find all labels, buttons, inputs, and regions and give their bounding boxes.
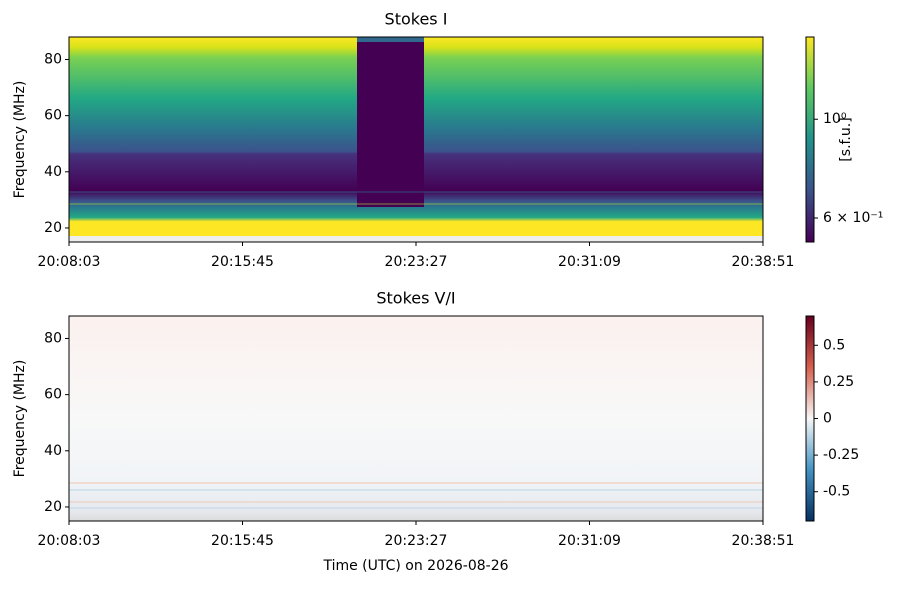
x-tick-label: 20:38:51 [732, 254, 795, 270]
y-tick-label: 20 [44, 499, 62, 515]
x-tick-label: 20:31:09 [558, 254, 621, 270]
x-tick-label: 20:15:45 [211, 254, 274, 270]
colorbar [805, 36, 815, 243]
y-tick-label: 20 [44, 220, 62, 236]
x-tick-label: 20:08:03 [38, 533, 101, 549]
colorbar-label: [s.f.u.] [838, 117, 854, 161]
x-tick-label: 20:23:27 [385, 254, 448, 270]
y-tick-label: 40 [44, 443, 62, 459]
y-tick-label: 60 [44, 387, 62, 403]
x-tick-label: 20:08:03 [38, 254, 101, 270]
colorbar [805, 315, 815, 522]
spectrogram-v [69, 316, 763, 521]
colorbar-tick-label: -0.5 [823, 484, 850, 500]
chart-title: Stokes V/I [376, 289, 455, 308]
colorbar-tick-label: 10⁰ [823, 111, 847, 127]
colorbar-tick-label: 0.5 [823, 337, 845, 353]
x-tick-label: 20:23:27 [385, 533, 448, 549]
colorbar-tick-label: 0.25 [823, 374, 854, 390]
y-tick-label: 80 [44, 330, 62, 346]
x-axis-label: Time (UTC) on 2026-08-26 [322, 558, 508, 574]
y-tick-label: 40 [44, 164, 62, 180]
y-axis-label: Frequency (MHz) [12, 81, 28, 199]
y-tick-label: 80 [44, 51, 62, 67]
colorbar-tick-label: -0.25 [823, 447, 859, 463]
colorbar-tick-label: 0 [823, 411, 832, 427]
chart-title: Stokes I [385, 10, 448, 29]
colorbar-tick-label: 6 × 10⁻¹ [823, 210, 883, 226]
x-tick-label: 20:38:51 [732, 533, 795, 549]
x-tick-label: 20:31:09 [558, 533, 621, 549]
y-tick-label: 60 [44, 108, 62, 124]
spectrogram-i [69, 37, 763, 242]
x-tick-label: 20:15:45 [211, 533, 274, 549]
y-axis-label: Frequency (MHz) [12, 360, 28, 478]
